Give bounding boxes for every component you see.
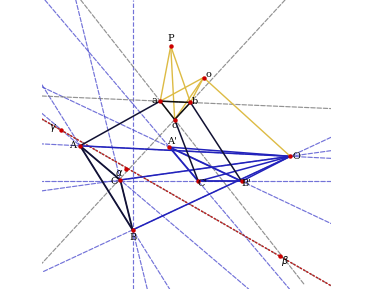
Text: P: P: [167, 34, 174, 43]
Text: C': C': [198, 179, 208, 188]
Text: B: B: [129, 233, 136, 242]
Text: C: C: [110, 177, 117, 186]
Text: $\alpha$: $\alpha$: [115, 168, 124, 178]
Text: c: c: [172, 121, 178, 130]
Text: A: A: [69, 141, 76, 150]
Text: b: b: [192, 97, 198, 106]
Text: o: o: [206, 71, 211, 79]
Text: $\gamma$: $\gamma$: [50, 122, 58, 134]
Text: A': A': [167, 137, 177, 146]
Text: $\beta$: $\beta$: [280, 254, 288, 268]
Text: O: O: [292, 152, 300, 161]
Text: a: a: [151, 96, 157, 105]
Text: B': B': [241, 179, 251, 188]
